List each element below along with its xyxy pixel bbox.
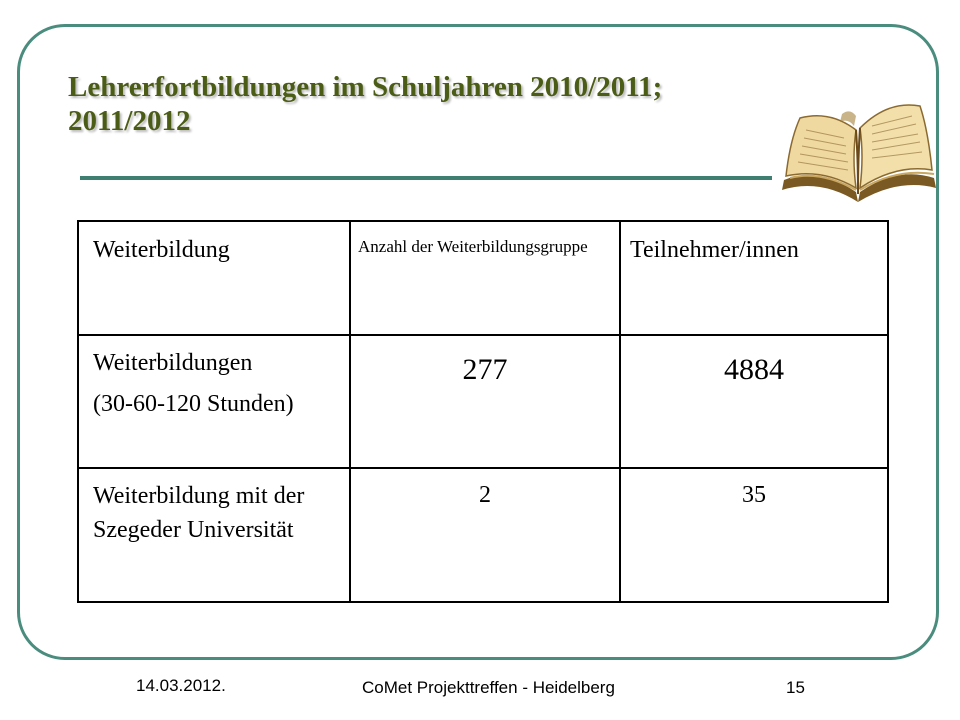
slide-title-line-1: Lehrerfortbildungen im Schuljahren 2010/… — [68, 71, 663, 103]
participants-value: 35 — [619, 467, 889, 603]
row-label: Weiterbildungen (30-60-120 Stunden) — [77, 334, 351, 469]
header-teilnehmer: Teilnehmer/innen — [619, 220, 889, 336]
row-label-line: Weiterbildungen — [93, 350, 253, 376]
footer-event: CoMet Projekttreffen - Heidelberg — [362, 678, 615, 697]
row-label-line: Weiterbildung mit der Szegeder Universit… — [93, 483, 305, 543]
table-row: Weiterbildung mit der Szegeder Universit… — [77, 467, 889, 603]
header-anzahl: Anzahl der Weiterbildungsgruppe — [349, 220, 621, 336]
footer-date: 14.03.2012. — [136, 676, 226, 695]
table-row: Weiterbildungen (30-60-120 Stunden) 277 … — [77, 334, 889, 469]
row-label-line: (30-60-120 Stunden) — [93, 391, 294, 417]
table-header-row: Weiterbildung Anzahl der Weiterbildungsg… — [77, 220, 889, 336]
slide-frame — [17, 24, 939, 660]
row-label: Weiterbildung mit der Szegeder Universit… — [77, 467, 351, 603]
groups-value: 277 — [349, 334, 621, 469]
participants-value: 4884 — [619, 334, 889, 469]
page-number: 15 — [786, 678, 805, 697]
title-underline — [80, 176, 772, 180]
slide-title: Lehrerfortbildungen im Schuljahren 2010/… — [68, 70, 748, 138]
header-weiterbildung: Weiterbildung — [77, 220, 351, 336]
training-table: Weiterbildung Anzahl der Weiterbildungsg… — [77, 220, 889, 603]
open-book-icon — [782, 104, 936, 202]
groups-value: 2 — [349, 467, 621, 603]
slide-title-line-2: 2011/2012 — [68, 105, 191, 137]
